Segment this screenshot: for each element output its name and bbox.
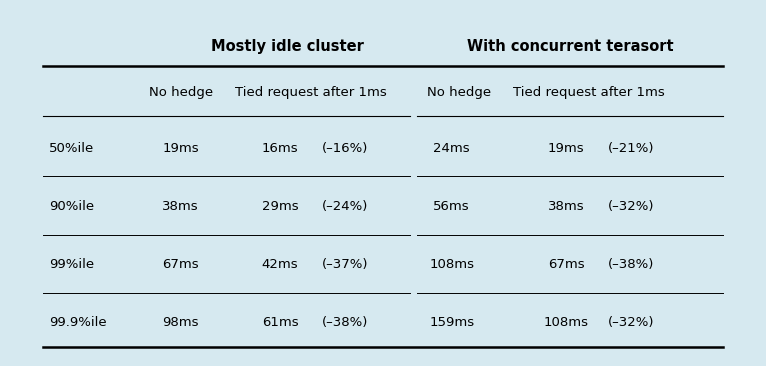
Text: 98ms: 98ms [162, 316, 199, 329]
Text: 42ms: 42ms [262, 258, 298, 271]
Text: 108ms: 108ms [544, 316, 589, 329]
Text: 99%ile: 99%ile [49, 258, 93, 271]
Text: No hedge: No hedge [427, 86, 491, 100]
Text: (–16%): (–16%) [322, 142, 368, 155]
Text: Mostly idle cluster: Mostly idle cluster [211, 39, 364, 54]
Text: (–32%): (–32%) [607, 200, 654, 213]
Text: 99.9%ile: 99.9%ile [49, 316, 106, 329]
Text: 29ms: 29ms [262, 200, 298, 213]
Text: 19ms: 19ms [548, 142, 584, 155]
Text: 67ms: 67ms [548, 258, 584, 271]
Text: 38ms: 38ms [548, 200, 584, 213]
Text: Tied request after 1ms: Tied request after 1ms [234, 86, 386, 100]
Text: Tied request after 1ms: Tied request after 1ms [513, 86, 665, 100]
Text: 67ms: 67ms [162, 258, 199, 271]
Text: (–24%): (–24%) [322, 200, 368, 213]
Text: No hedge: No hedge [149, 86, 213, 100]
Text: 90%ile: 90%ile [49, 200, 93, 213]
Text: 108ms: 108ms [429, 258, 474, 271]
Text: 61ms: 61ms [262, 316, 298, 329]
Text: (–38%): (–38%) [322, 316, 368, 329]
Text: 24ms: 24ms [434, 142, 470, 155]
Text: 16ms: 16ms [262, 142, 298, 155]
Text: (–37%): (–37%) [322, 258, 368, 271]
Text: (–32%): (–32%) [607, 316, 654, 329]
Text: 19ms: 19ms [162, 142, 199, 155]
Text: 56ms: 56ms [434, 200, 470, 213]
Text: (–21%): (–21%) [607, 142, 654, 155]
Text: With concurrent terasort: With concurrent terasort [466, 39, 673, 54]
Text: 38ms: 38ms [162, 200, 199, 213]
Text: 50%ile: 50%ile [49, 142, 94, 155]
Text: (–38%): (–38%) [608, 258, 654, 271]
Text: 159ms: 159ms [429, 316, 474, 329]
